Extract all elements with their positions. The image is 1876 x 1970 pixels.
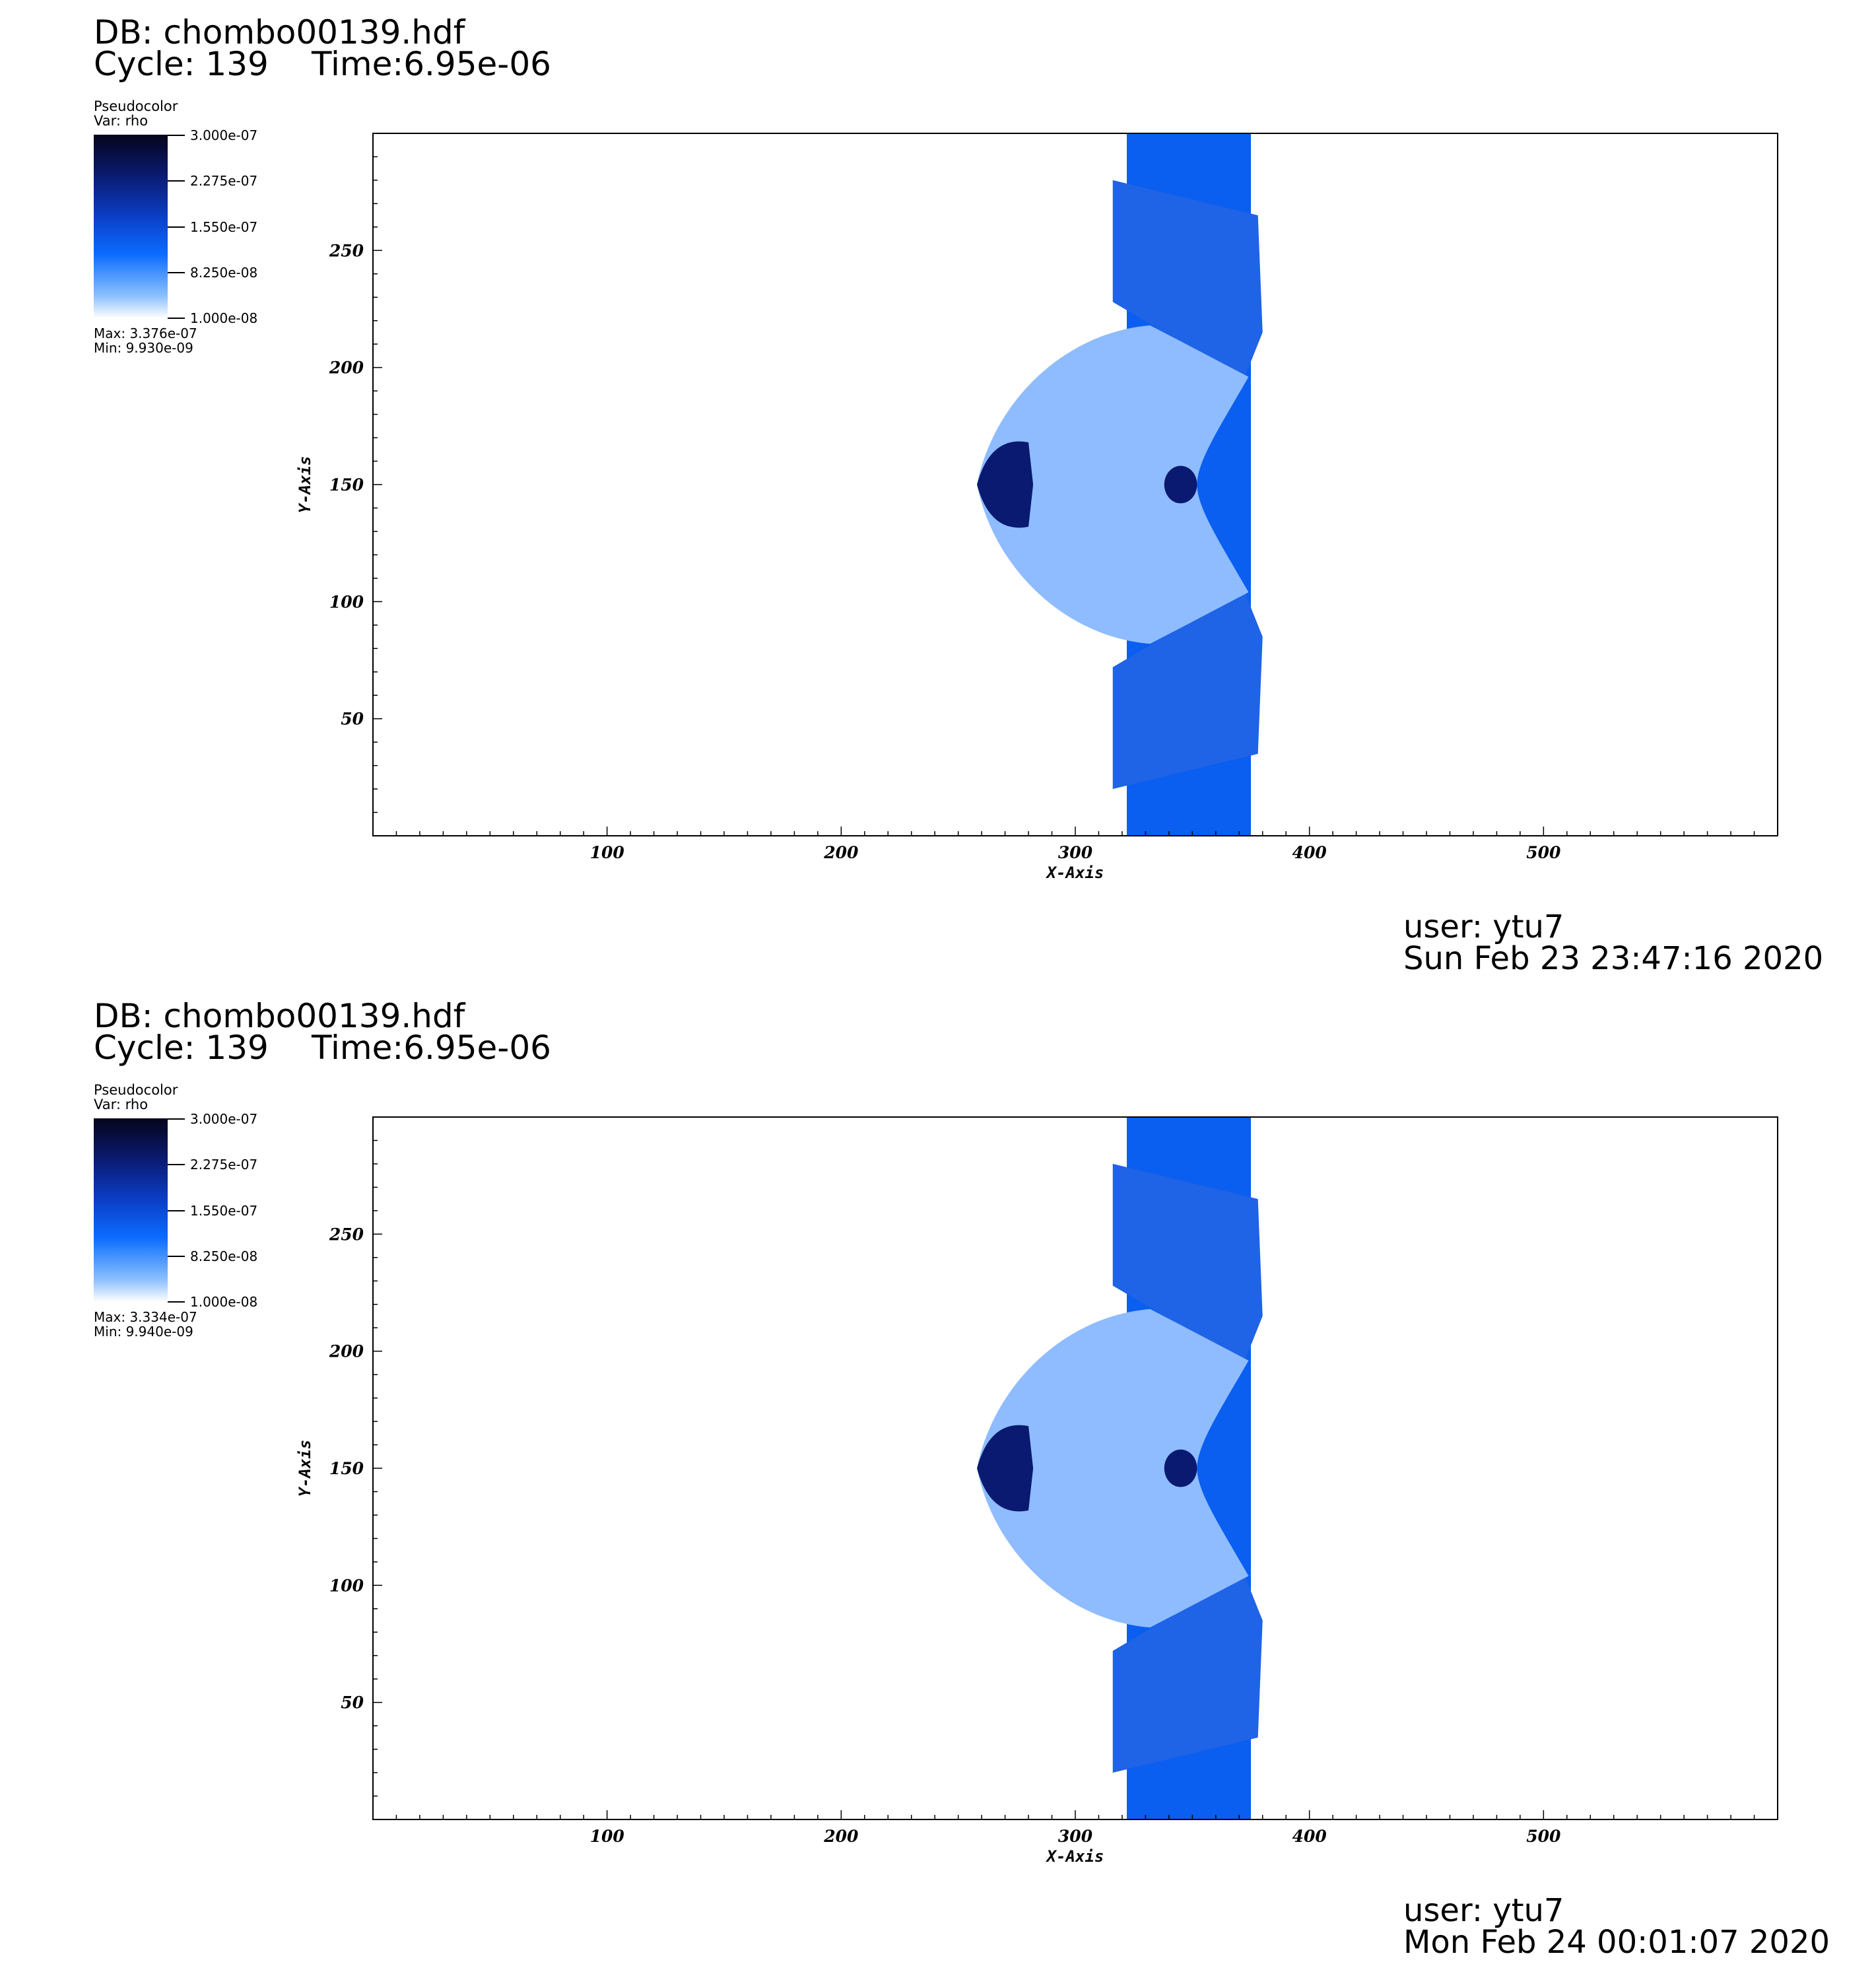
x-tick-label: 500 xyxy=(1526,1827,1561,1846)
x-tick-label: 300 xyxy=(1058,1827,1093,1846)
x-axis-title: X-Axis xyxy=(1046,1847,1104,1866)
legend-min: Min: 9.940e-09 xyxy=(94,1324,193,1340)
legend-tick-label: 3.000e-07 xyxy=(190,1111,258,1127)
y-tick-label: 150 xyxy=(329,1459,364,1478)
x-tick-label: 300 xyxy=(1058,843,1093,862)
y-tick-label: 50 xyxy=(341,710,364,729)
x-tick-label: 400 xyxy=(1292,843,1327,862)
field-upper-lobe xyxy=(1112,1163,1263,1363)
field-upper-lobe xyxy=(1112,180,1263,380)
x-tick-label: 200 xyxy=(823,1827,859,1846)
density-field xyxy=(977,1117,1263,1819)
y-axis-title: Y-Axis xyxy=(296,1440,314,1497)
field-lower-lobe xyxy=(1112,1573,1263,1773)
footer-user: user: ytu7 xyxy=(1403,908,1564,945)
x-tick-label: 400 xyxy=(1292,1827,1327,1846)
y-tick-label: 200 xyxy=(329,358,364,378)
legend-tick xyxy=(168,318,185,319)
legend-tick xyxy=(168,1256,185,1257)
y-tick-label: 100 xyxy=(329,592,364,611)
field-dense-core xyxy=(977,441,1034,528)
legend-tick xyxy=(168,135,185,136)
legend-tick-label: 8.250e-08 xyxy=(190,1248,258,1264)
x-tick-label: 200 xyxy=(823,843,859,862)
plot-area: 100 200 300 400 500 50 100 150 200 250 X-Axis Y-Axi… xyxy=(296,1116,1778,1866)
x-tick-label: 100 xyxy=(590,1827,625,1846)
legend-min: Min: 9.930e-09 xyxy=(94,340,193,356)
legend-tick-label: 1.000e-08 xyxy=(190,1294,258,1310)
legend-tick xyxy=(168,272,185,273)
y-tick-label: 100 xyxy=(329,1576,364,1595)
field-bow-shock xyxy=(977,1308,1249,1628)
legend-var: Var: rho xyxy=(94,1097,149,1112)
legend-tick xyxy=(168,180,185,182)
legend-max: Max: 3.376e-07 xyxy=(94,325,197,341)
legend-colorbar xyxy=(94,135,168,318)
legend-tick-label: 1.000e-08 xyxy=(190,310,258,326)
legend-tick-label: 2.275e-07 xyxy=(190,1157,258,1172)
field-dense-knot xyxy=(1164,465,1197,504)
visit-panel-1: DB: chombo00139.hdf Cycle: 139 Time:6.95… xyxy=(0,0,1876,984)
legend-plot-type: Pseudocolor xyxy=(94,98,178,114)
field-dense-core xyxy=(977,1425,1034,1512)
legend-tick-label: 8.250e-08 xyxy=(190,265,258,281)
db-title: DB: chombo00139.hdf xyxy=(94,997,465,1035)
legend-plot-type: Pseudocolor xyxy=(94,1082,178,1098)
legend-tick xyxy=(168,1118,185,1120)
footer-date: Mon Feb 24 00:01:07 2020 xyxy=(1403,1924,1830,1961)
y-tick-label: 150 xyxy=(329,475,364,494)
field-dense-knot xyxy=(1164,1449,1197,1487)
visit-panel-2: DB: chombo00139.hdf Cycle: 139 Time:6.95… xyxy=(0,984,1876,1967)
legend-tick-label: 1.550e-07 xyxy=(190,1203,258,1219)
cycle-label: Cycle: 139 xyxy=(94,1029,269,1067)
time-label: Time:6.95e-06 xyxy=(312,45,551,83)
x-tick-label: 500 xyxy=(1526,843,1561,862)
field-lower-lobe xyxy=(1112,590,1263,790)
legend-max: Max: 3.334e-07 xyxy=(94,1309,197,1325)
y-axis-title: Y-Axis xyxy=(296,456,314,514)
density-field xyxy=(977,133,1263,836)
legend-colorbar xyxy=(94,1118,168,1302)
x-tick-label: 100 xyxy=(590,843,625,862)
y-tick-label: 200 xyxy=(329,1342,364,1361)
legend-tick xyxy=(168,1301,185,1303)
legend-tick-label: 1.550e-07 xyxy=(190,219,258,235)
x-axis-title: X-Axis xyxy=(1046,864,1104,882)
plot-area: 100 200 300 400 500 50 100 150 200 250 X-Axis Y-Axi… xyxy=(296,133,1778,882)
footer-date: Sun Feb 23 23:47:16 2020 xyxy=(1403,940,1824,977)
legend-tick xyxy=(168,1164,185,1165)
footer-user: user: ytu7 xyxy=(1403,1892,1564,1929)
y-tick-label: 50 xyxy=(341,1693,364,1713)
db-title: DB: chombo00139.hdf xyxy=(94,13,465,51)
legend-var: Var: rho xyxy=(94,113,149,129)
legend-tick xyxy=(168,226,185,228)
legend-tick xyxy=(168,1210,185,1211)
y-tick-label: 250 xyxy=(329,1225,364,1244)
legend-tick-label: 3.000e-07 xyxy=(190,127,258,143)
time-label: Time:6.95e-06 xyxy=(312,1029,551,1067)
legend-tick-label: 2.275e-07 xyxy=(190,173,258,189)
y-tick-label: 250 xyxy=(329,241,364,260)
cycle-label: Cycle: 139 xyxy=(94,45,269,83)
field-bow-shock xyxy=(977,325,1249,644)
